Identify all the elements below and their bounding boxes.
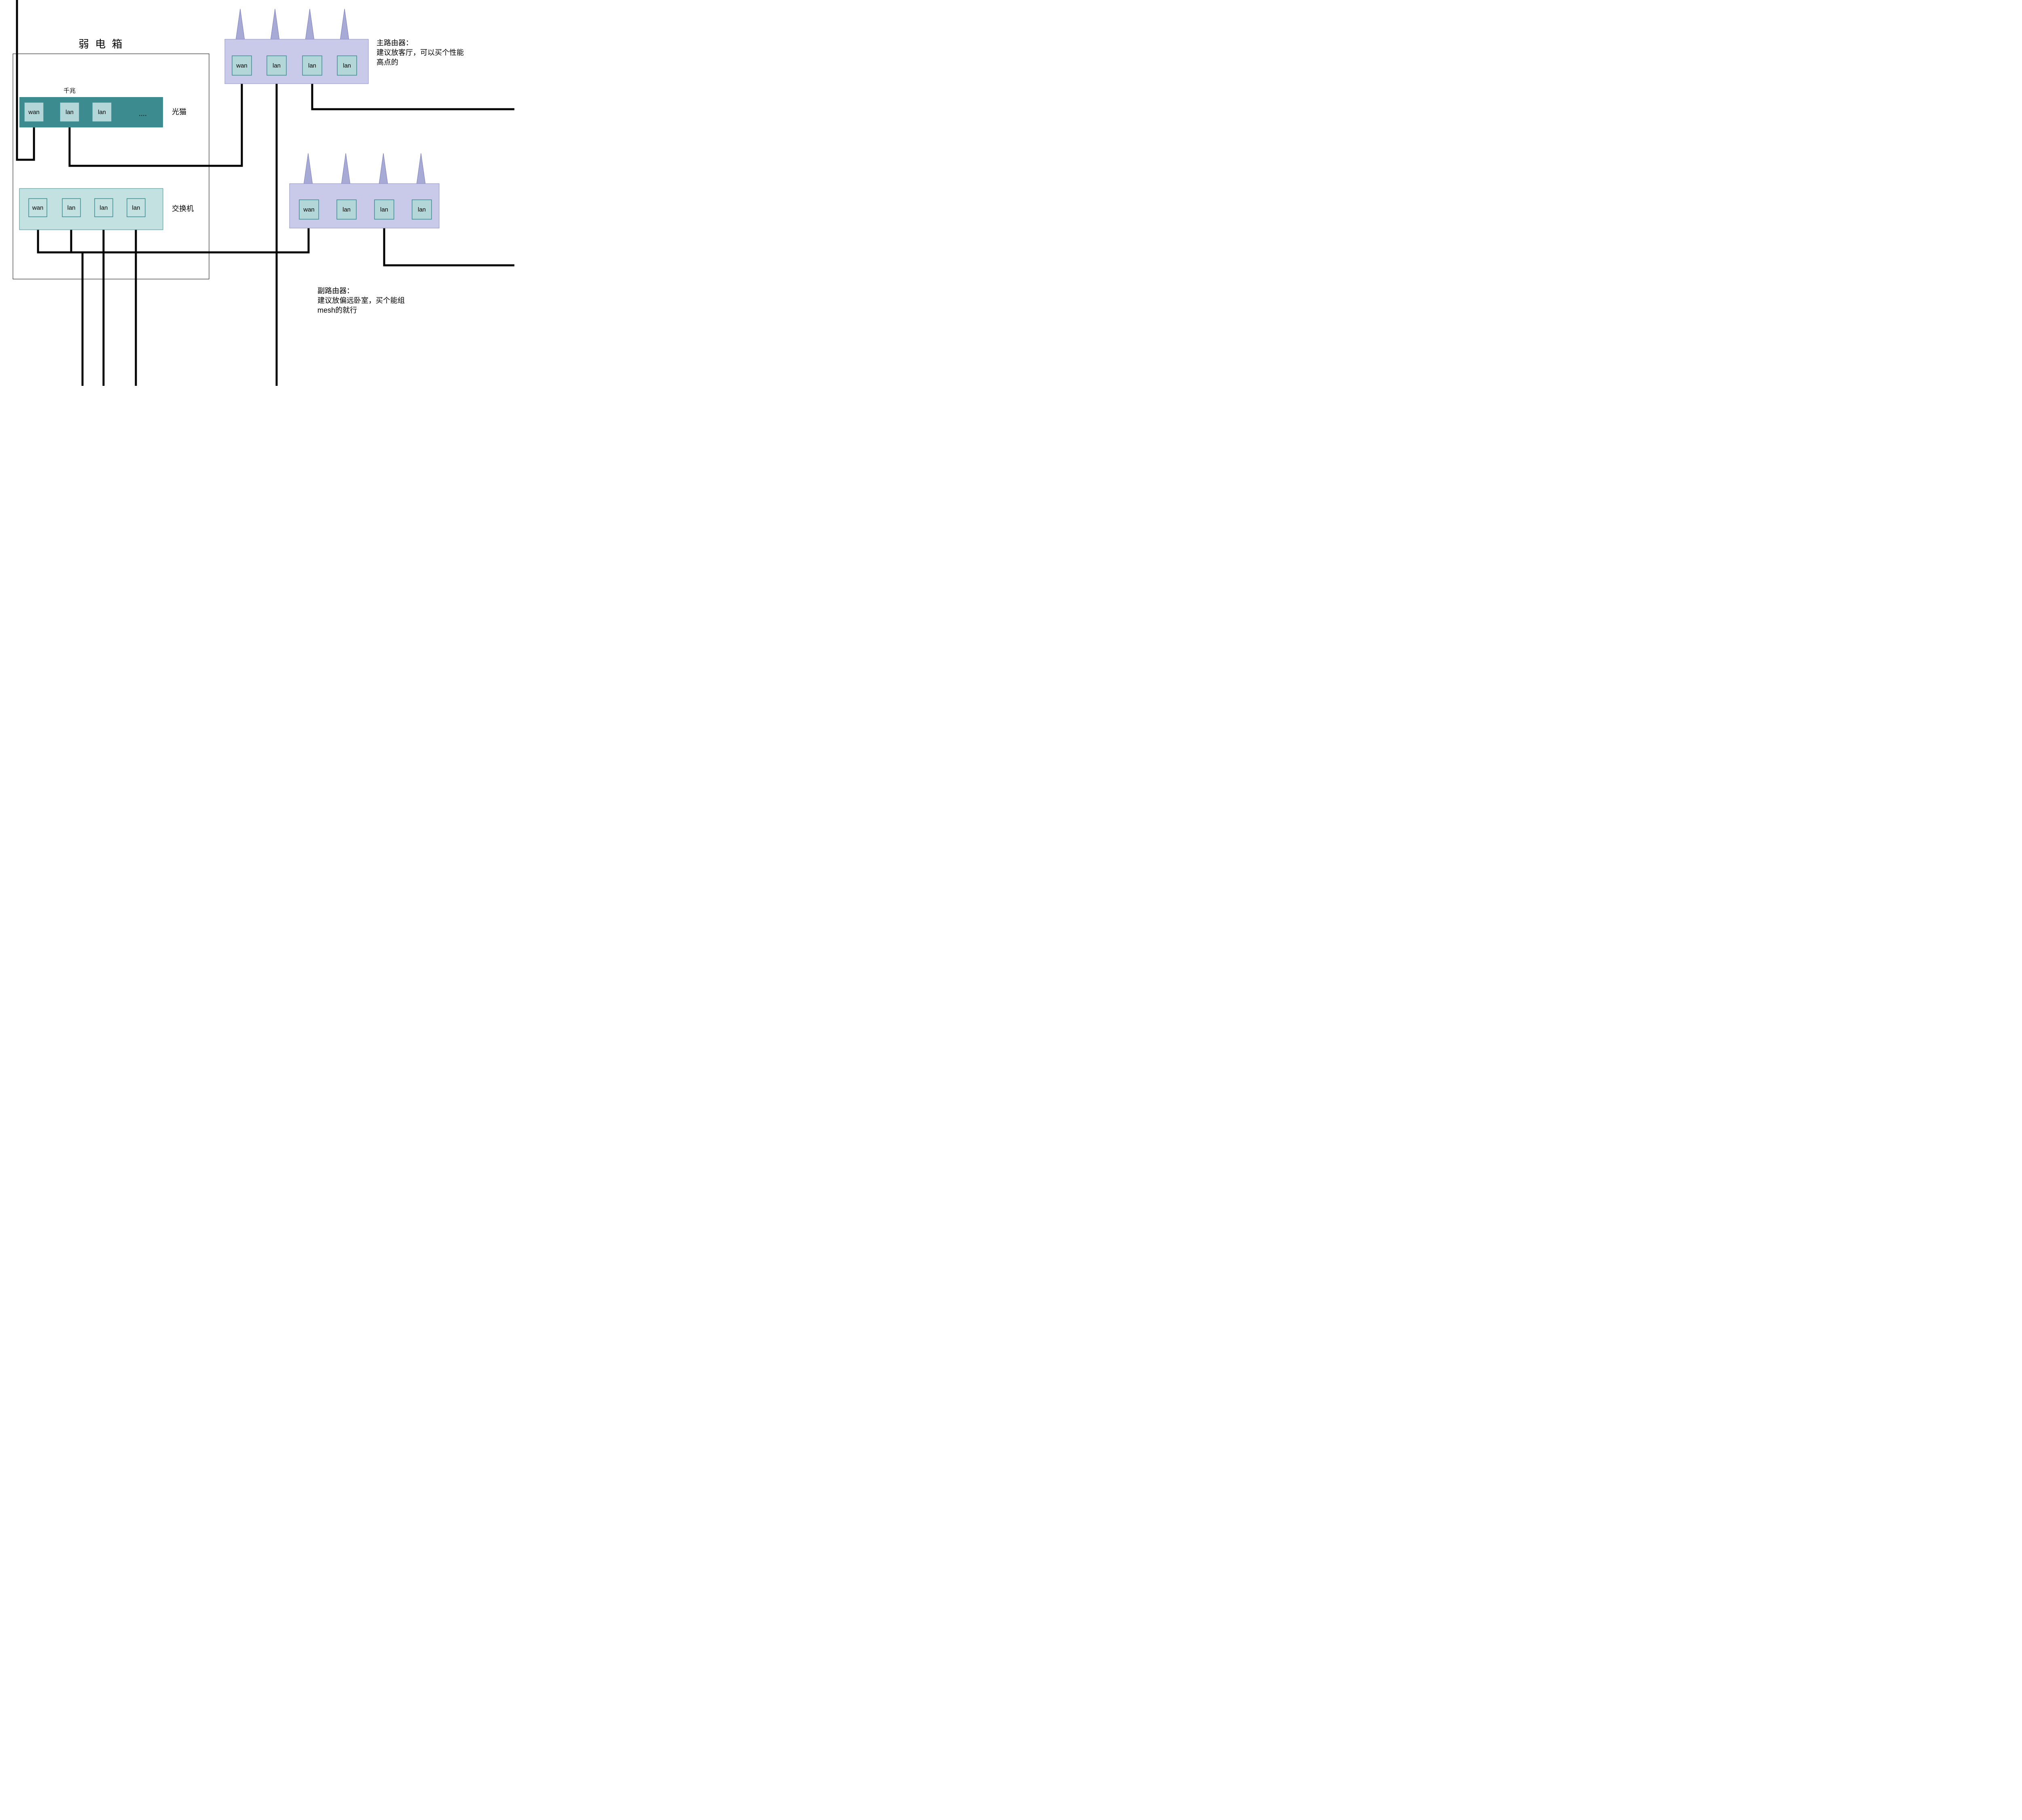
modem-sublabel: 千兆 (63, 87, 76, 94)
sub-router-port-3-label: lan (418, 206, 426, 213)
svg-text:高点的: 高点的 (376, 58, 398, 66)
switch-port-2-label: lan (99, 204, 108, 211)
svg-text:mesh的就行: mesh的就行 (317, 306, 357, 314)
main-router-port-3-label: lan (343, 62, 351, 69)
svg-text:建议放偏远卧室，买个能组: 建议放偏远卧室，买个能组 (317, 296, 405, 305)
sub-router-port-1-label: lan (343, 206, 351, 213)
modem-port-2-label: lan (98, 109, 106, 116)
main-router-port-0-label: wan (236, 62, 247, 69)
sub-router-port-2-label: lan (380, 206, 388, 213)
main-router-port-1-label: lan (273, 62, 281, 69)
switch-port-1-label: lan (67, 204, 75, 211)
switch-label: 交换机 (172, 205, 194, 213)
svg-text:副路由器：: 副路由器： (317, 287, 354, 295)
network-diagram: 弱 电 箱 wan lan lan.... 光猫 千兆 wan lan lan lan 交换机 wan… (0, 0, 514, 386)
sub-router-port-0-label: wan (303, 206, 315, 213)
main-router-port-2-label: lan (308, 62, 316, 69)
switch-port-3-label: lan (132, 204, 140, 211)
switch-port-0-label: wan (32, 204, 44, 211)
modem-port-1-label: lan (66, 109, 74, 116)
svg-text:主路由器：: 主路由器： (376, 39, 413, 47)
modem-label: 光猫 (172, 108, 186, 116)
modem-port-0-label: wan (28, 109, 40, 116)
box-title: 弱 电 箱 (78, 38, 124, 50)
svg-text:建议放客厅，可以买个性能: 建议放客厅，可以买个性能 (376, 49, 464, 57)
svg-text:....: .... (139, 109, 147, 117)
